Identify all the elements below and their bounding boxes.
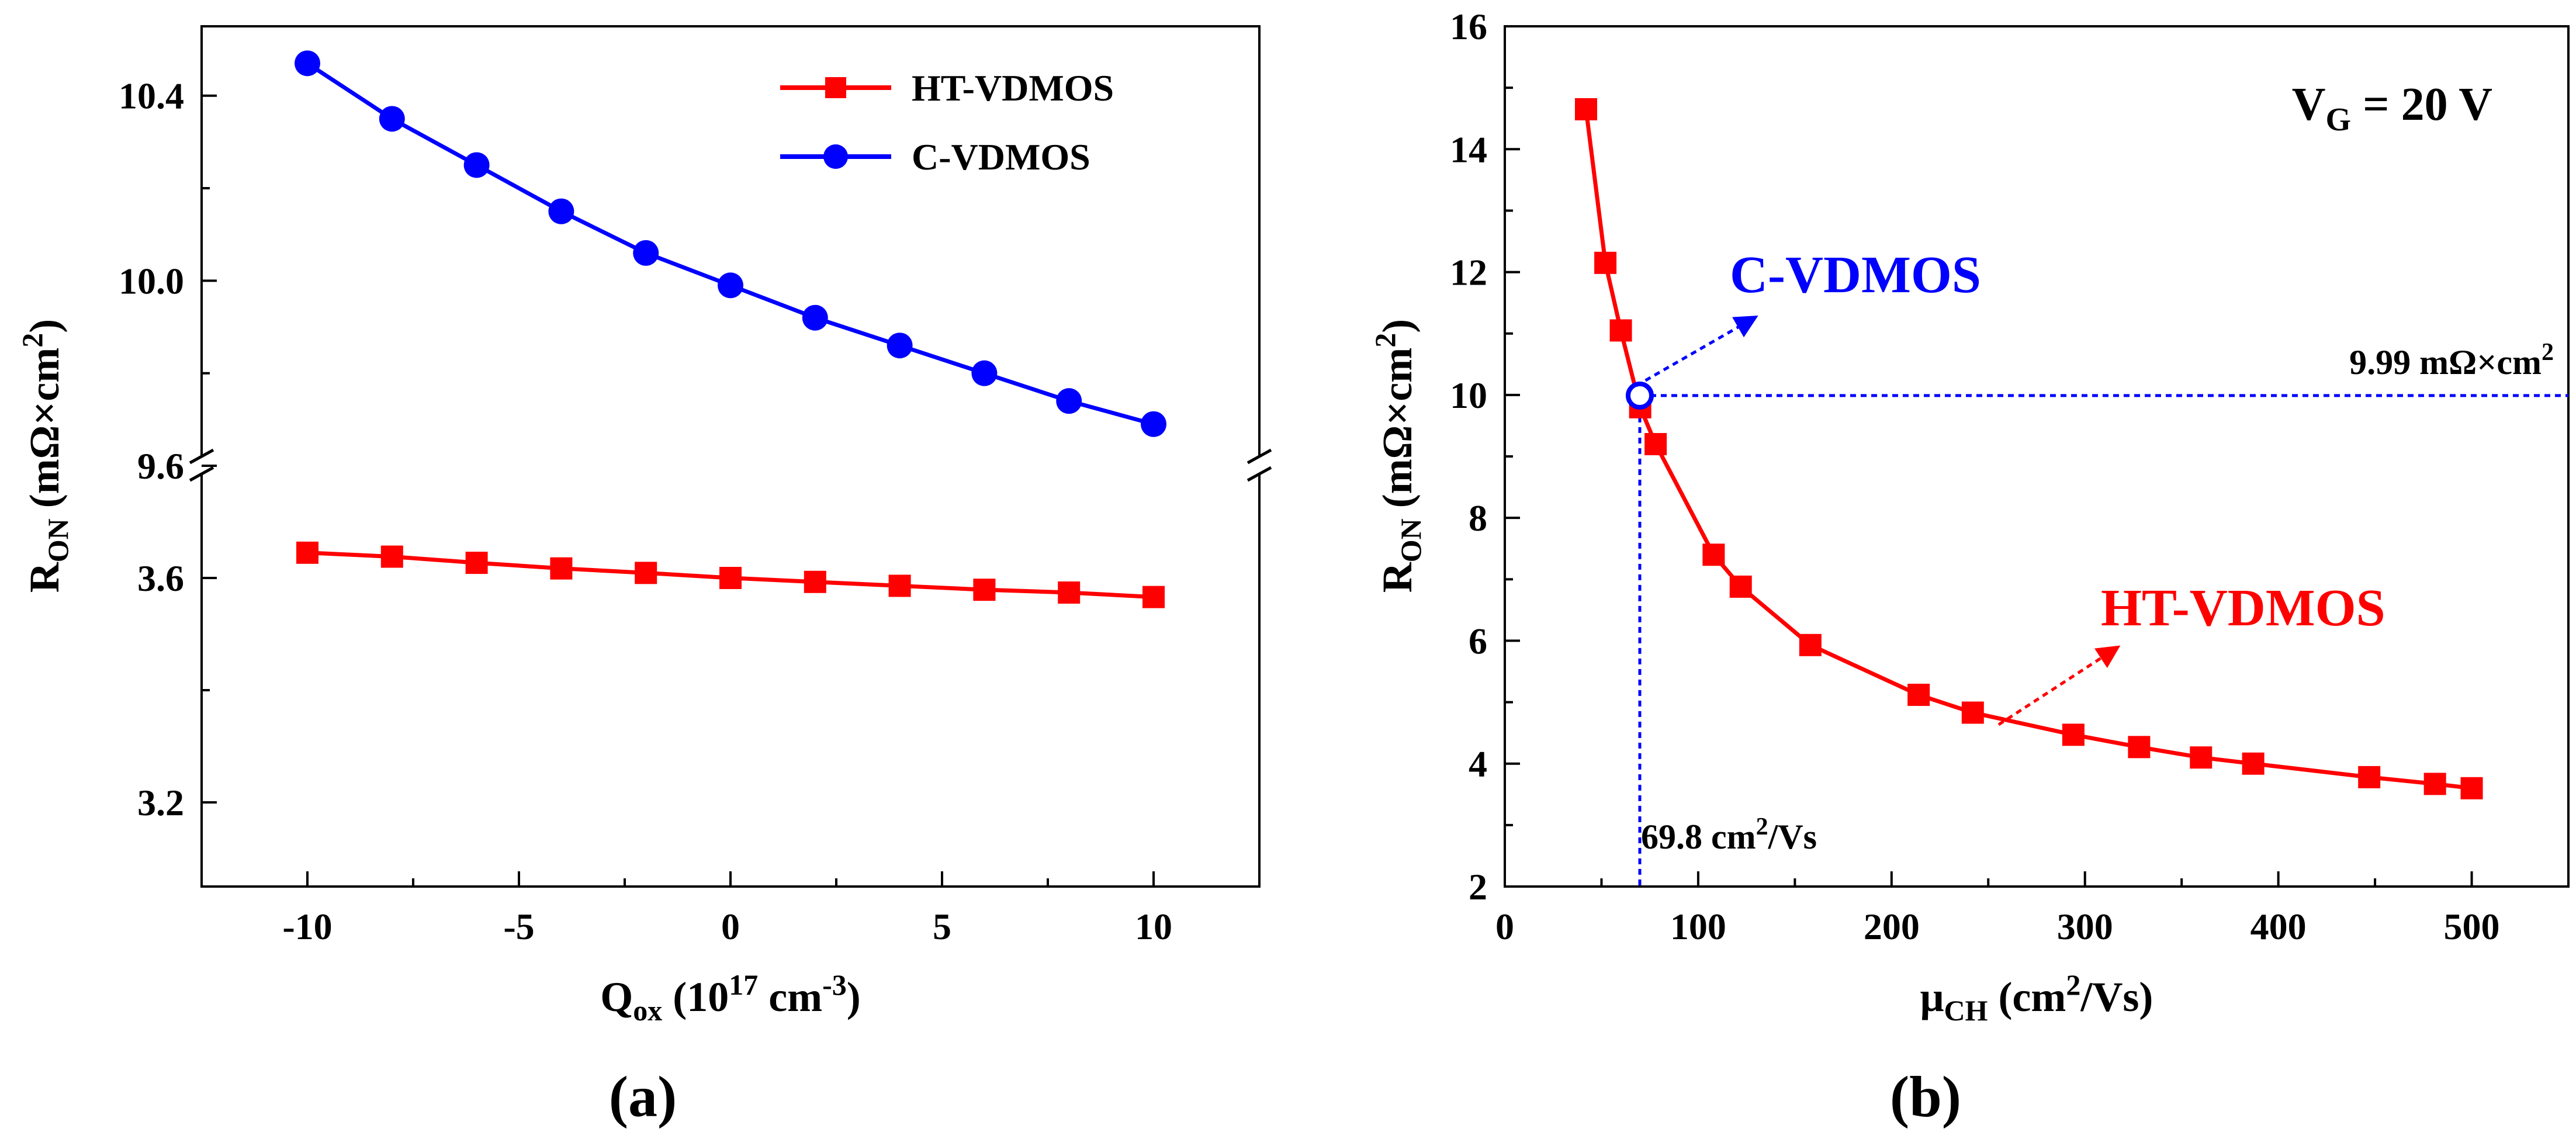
data-point-ht-vdmos — [1594, 251, 1617, 274]
data-point-ht-vdmos — [1609, 319, 1632, 342]
data-point-ht-vdmos — [550, 557, 573, 580]
y-tick-label-b: 16 — [1450, 6, 1487, 47]
panel-a-xlabel: Qox (1017 cm-3) — [600, 968, 861, 1027]
data-point-ht-vdmos — [635, 562, 657, 584]
panel-b-ticks: 0 100 200 300 400 500 2 4 6 8 10 12 14 16 — [1450, 6, 2570, 947]
panel-a-ticks: -10 -5 0 5 10 10.4 10.0 9.6 3.6 3.2 — [119, 75, 1172, 947]
data-point-ht-vdmos — [888, 574, 911, 597]
legend-c-label: C-VDMOS — [912, 136, 1090, 178]
panel-a-legend: HT-VDMOS C-VDMOS — [780, 67, 1114, 178]
data-point-ht-vdmos — [1961, 701, 1984, 724]
data-point-ht-vdmos — [380, 545, 403, 568]
x-tick-label-b: 100 — [1670, 906, 1726, 947]
x-tick-label-a: -10 — [282, 906, 332, 947]
y-tick-label-a: 9.6 — [137, 445, 184, 487]
series-line-ht-vdmos — [1584, 109, 2472, 791]
x-tick-label-b: 500 — [2444, 906, 2500, 947]
data-point-ht-vdmos — [2190, 746, 2213, 769]
y-tick-label-b: 8 — [1469, 497, 1487, 539]
data-point-ht-vdmos — [465, 552, 488, 574]
data-point-ht-vdmos — [1729, 575, 1752, 598]
x-tick-label-b: 400 — [2250, 906, 2307, 947]
data-point-ht-vdmos — [1142, 586, 1165, 608]
data-point-ht-vdmos — [2358, 766, 2381, 788]
x-tick-label-a: 0 — [721, 906, 740, 947]
data-point-c-vdmos — [295, 50, 320, 77]
panel-b-series — [1574, 98, 2483, 799]
y-tick-label-b: 4 — [1469, 743, 1487, 785]
y-tick-label-a: 10.4 — [119, 75, 184, 117]
series-line-c-vdmos — [306, 61, 1154, 427]
panel-b-condition: VG = 20 V — [2292, 79, 2492, 138]
c-vdmos-arrow — [1635, 316, 1758, 387]
data-point-ht-vdmos — [2242, 752, 2265, 775]
panel-a-label: (a) — [609, 1064, 677, 1129]
data-point-ht-vdmos — [1574, 98, 1597, 120]
data-point-c-vdmos — [548, 198, 574, 224]
c-vdmos-annotation: C-VDMOS — [1730, 246, 1981, 304]
data-point-ht-vdmos — [2128, 736, 2151, 759]
c-vdmos-point — [1625, 381, 1654, 410]
data-point-ht-vdmos — [296, 541, 318, 564]
data-point-c-vdmos — [802, 304, 828, 331]
panel-b-xlabel: μCH (cm2/Vs) — [1920, 968, 2153, 1027]
data-point-c-vdmos — [633, 240, 659, 266]
v-ref-label: 69.8 cm2/Vs — [1641, 813, 1817, 856]
panel-a-ylabel: RON (mΩ×cm2) — [16, 319, 74, 593]
y-tick-label-b: 2 — [1469, 866, 1487, 908]
panel-a-series — [295, 50, 1166, 608]
panel-a: -10 -5 0 5 10 10.4 10.0 9.6 3.6 3.2 HT-VDMOS C-VD… — [16, 25, 1272, 1129]
data-point-c-vdmos — [379, 106, 405, 132]
y-tick-label-b: 14 — [1450, 129, 1487, 170]
x-tick-label-a: -5 — [503, 906, 534, 947]
data-point-ht-vdmos — [1644, 432, 1667, 455]
legend-ht-marker — [825, 77, 846, 98]
ht-vdmos-arrow — [1997, 645, 2121, 726]
y-tick-label-a: 3.2 — [137, 782, 184, 823]
legend-ht-label: HT-VDMOS — [912, 67, 1114, 109]
data-point-c-vdmos — [1141, 411, 1166, 437]
data-point-ht-vdmos — [2460, 777, 2483, 799]
y-tick-label-a: 10.0 — [119, 260, 184, 302]
x-tick-label-a: 5 — [933, 906, 951, 947]
h-ref-label: 9.99 mΩ×cm2 — [2349, 339, 2554, 382]
x-tick-label-b: 0 — [1495, 906, 1514, 947]
data-point-c-vdmos — [887, 333, 913, 359]
data-point-ht-vdmos — [2423, 773, 2446, 795]
data-point-ht-vdmos — [804, 570, 826, 593]
y-tick-label-b: 10 — [1450, 375, 1487, 416]
data-point-ht-vdmos — [973, 579, 996, 601]
x-tick-label-b: 200 — [1864, 906, 1920, 947]
panel-b-reference-lines — [1638, 394, 2568, 887]
data-point-ht-vdmos — [1702, 543, 1725, 566]
data-point-c-vdmos — [718, 272, 743, 299]
ht-vdmos-annotation: HT-VDMOS — [2101, 579, 2385, 637]
panel-b-ylabel: RON (mΩ×cm2) — [1369, 319, 1427, 593]
y-tick-label-b: 6 — [1469, 620, 1487, 662]
x-tick-label-b: 300 — [2057, 906, 2113, 947]
data-point-ht-vdmos — [1799, 633, 1822, 656]
data-point-ht-vdmos — [2062, 723, 2085, 746]
y-tick-label-b: 12 — [1450, 252, 1487, 293]
data-point-ht-vdmos — [1907, 683, 1930, 706]
panel-b: 0 100 200 300 400 500 2 4 6 8 10 12 14 16 VG = 20 V C… — [1369, 6, 2570, 1129]
x-tick-label-a: 10 — [1135, 906, 1172, 947]
panel-a-axis-break-gap-right — [1254, 457, 1265, 475]
legend-c-marker — [823, 144, 848, 169]
data-point-c-vdmos — [1056, 388, 1082, 414]
panel-a-frame — [200, 25, 1261, 888]
data-point-ht-vdmos — [719, 567, 742, 589]
data-point-ht-vdmos — [1058, 581, 1081, 604]
panel-a-axis-break-marks — [189, 448, 1272, 482]
y-tick-label-a: 3.6 — [137, 558, 184, 599]
data-point-c-vdmos — [463, 152, 490, 178]
data-point-c-vdmos — [971, 360, 998, 386]
panel-b-label: (b) — [1890, 1064, 1961, 1129]
